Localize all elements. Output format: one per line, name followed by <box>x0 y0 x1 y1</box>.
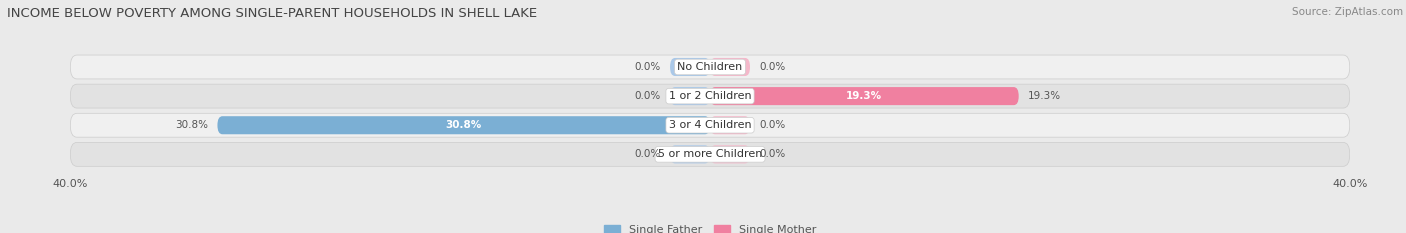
FancyBboxPatch shape <box>70 142 1350 166</box>
Text: 0.0%: 0.0% <box>634 62 661 72</box>
Text: 19.3%: 19.3% <box>846 91 883 101</box>
FancyBboxPatch shape <box>70 55 1350 79</box>
Legend: Single Father, Single Mother: Single Father, Single Mother <box>599 221 821 233</box>
FancyBboxPatch shape <box>218 116 710 134</box>
Text: INCOME BELOW POVERTY AMONG SINGLE-PARENT HOUSEHOLDS IN SHELL LAKE: INCOME BELOW POVERTY AMONG SINGLE-PARENT… <box>7 7 537 20</box>
Text: 0.0%: 0.0% <box>759 120 786 130</box>
Text: 0.0%: 0.0% <box>759 62 786 72</box>
FancyBboxPatch shape <box>70 113 1350 137</box>
FancyBboxPatch shape <box>710 87 1019 105</box>
Text: 3 or 4 Children: 3 or 4 Children <box>669 120 751 130</box>
FancyBboxPatch shape <box>710 145 749 163</box>
Text: 1 or 2 Children: 1 or 2 Children <box>669 91 751 101</box>
FancyBboxPatch shape <box>710 58 749 76</box>
Text: 0.0%: 0.0% <box>634 91 661 101</box>
FancyBboxPatch shape <box>671 87 710 105</box>
Text: Source: ZipAtlas.com: Source: ZipAtlas.com <box>1292 7 1403 17</box>
FancyBboxPatch shape <box>671 58 710 76</box>
Text: 30.8%: 30.8% <box>446 120 482 130</box>
Text: 0.0%: 0.0% <box>759 149 786 159</box>
Text: No Children: No Children <box>678 62 742 72</box>
Text: 30.8%: 30.8% <box>174 120 208 130</box>
FancyBboxPatch shape <box>671 145 710 163</box>
FancyBboxPatch shape <box>710 116 749 134</box>
Text: 0.0%: 0.0% <box>634 149 661 159</box>
Text: 19.3%: 19.3% <box>1028 91 1062 101</box>
Text: 5 or more Children: 5 or more Children <box>658 149 762 159</box>
FancyBboxPatch shape <box>70 84 1350 108</box>
